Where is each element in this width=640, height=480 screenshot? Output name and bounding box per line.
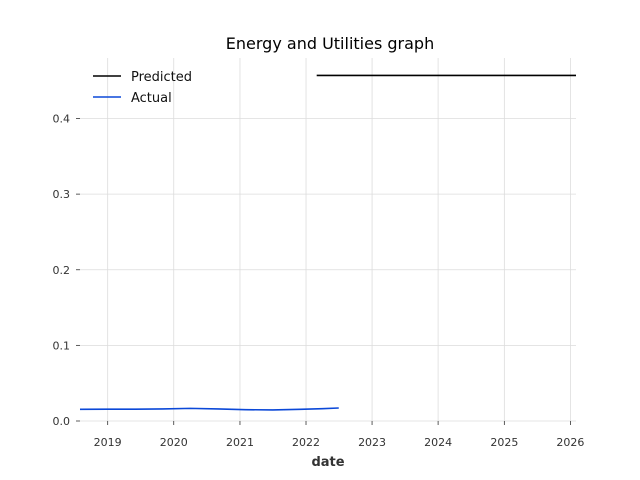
grid — [80, 58, 576, 422]
x-tick-label: 2019 — [94, 436, 122, 449]
y-tick-label: 0.2 — [53, 264, 71, 277]
chart-title: Energy and Utilities graph — [226, 34, 434, 53]
series-lines — [79, 74, 576, 411]
axis-ticks: 2019 2020 2021 2022 2023 2024 2025 2026 0.0 0.1 0.… — [53, 113, 585, 450]
series-line-actual — [79, 407, 339, 411]
y-tick-label: 0.3 — [53, 188, 71, 201]
x-tick-label: 2023 — [358, 436, 386, 449]
x-axis-label: date — [311, 455, 344, 470]
x-tick-label: 2021 — [226, 436, 254, 449]
y-tick-label: 0.0 — [53, 415, 71, 428]
x-tick-label: 2024 — [424, 436, 452, 449]
legend: Predicted Actual — [93, 70, 192, 106]
x-tick-label: 2026 — [556, 436, 584, 449]
x-tick-label: 2020 — [160, 436, 188, 449]
y-tick-label: 0.4 — [53, 113, 71, 126]
legend-label: Actual — [131, 91, 172, 106]
x-tick-label: 2022 — [292, 436, 320, 449]
legend-label: Predicted — [131, 70, 192, 85]
x-tick-label: 2025 — [490, 436, 518, 449]
y-tick-label: 0.1 — [53, 339, 71, 352]
